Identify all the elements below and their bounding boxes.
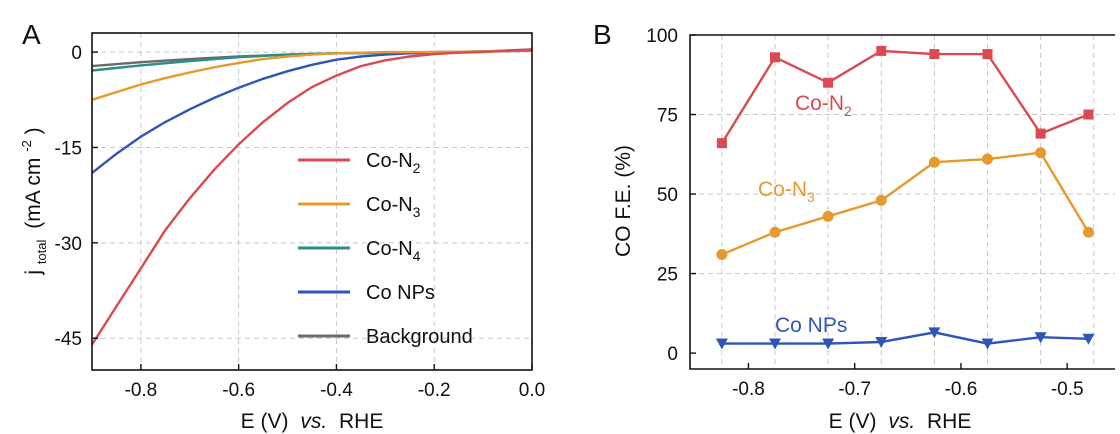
panel-a-x-tick-label: -0.2: [418, 380, 451, 401]
panel-a-x-ticks: -0.8 -0.6 -0.4 -0.2 0.0: [125, 364, 545, 401]
panel-a-legend: Co-N2 Co-N3 Co-N4 Co NPs Background: [298, 150, 473, 348]
panel-a-x-tick-label: -0.6: [222, 380, 255, 401]
panel-b-x-tick-label: -0.7: [838, 379, 871, 400]
panel-b-point-co-n3: [769, 226, 781, 238]
panel-b-series-label: Co NPs: [775, 314, 847, 337]
panel-b-y-ticks: 0 25 50 75 100: [646, 26, 696, 365]
panel-b-series-label: Co-N3: [758, 178, 815, 205]
panel-b-y-axis-label: CO F.E. (%): [612, 145, 635, 257]
panel-a-label: A: [22, 19, 41, 50]
panel-b-point-co-nps: [981, 338, 994, 350]
panel-b-point-co-nps: [1034, 332, 1047, 344]
panel-a-x-tick-label: -0.4: [320, 380, 353, 401]
panel-b-label: B: [593, 19, 612, 50]
panel-b-grid: [690, 35, 1115, 369]
panel-a-grid: [92, 33, 532, 370]
panel-b-frame: [689, 34, 1115, 370]
panel-b-x-axis-label: E (V) vs. RHE: [829, 410, 972, 433]
panel-b-point-co-n3: [982, 153, 993, 165]
panel-a-frame: [91, 32, 533, 371]
panel-a-ylabel-sub: total: [34, 239, 49, 264]
panel-b-y-tick-label: 0: [667, 344, 678, 365]
panel-b-x-tick-label: -0.5: [1051, 379, 1084, 400]
panel-a-xlabel-main: E (V): [241, 410, 289, 433]
panel-a-y-tick-label: 0: [71, 43, 82, 64]
panel-b-point-co-n3: [1035, 147, 1047, 159]
panel-b-series-line-co-nps: [721, 331, 1089, 345]
panel-a-x-tick-label: -0.8: [125, 380, 158, 401]
panel-a-y-tick-label: -15: [55, 138, 82, 159]
panel-a-series-line-co-nps: [91, 48, 533, 174]
panel-a-ylabel-j: j: [22, 270, 45, 276]
panel-b: B -0.8 -0.7 -0.6 -0.5 0 25 50 75 100 E (V) vs. …: [593, 19, 1115, 433]
panel-a: A -0.8 -0.6 -0.4 -0.2 0.0 0 -15 -30 -45 E (V) v…: [13, 19, 545, 433]
panel-b-series-line-co-n3: [721, 151, 1090, 256]
panel-b-point-co-n2: [823, 77, 834, 88]
panel-a-ylabel-exp: -2: [19, 140, 34, 152]
panel-b-xlabel-tail: RHE: [927, 410, 971, 433]
panel-a-y-axis-label: j total (mA cm -2 ): [13, 127, 51, 275]
panel-a-legend-label: Co NPs: [366, 282, 435, 304]
panel-b-y-tick-label: 25: [657, 265, 678, 286]
panel-b-series-line-co-n2: [720, 49, 1089, 144]
panel-b-y-tick-label: 50: [657, 185, 678, 206]
panel-b-point-co-n2: [1083, 109, 1094, 120]
panel-a-legend-label: Co-N4: [366, 238, 421, 264]
panel-b-xlabel-main: E (V): [829, 410, 877, 433]
panel-b-point-co-n2: [770, 52, 780, 63]
panel-a-legend-label: Co-N3: [366, 194, 421, 220]
panel-b-x-tick-label: -0.6: [945, 379, 978, 400]
panel-b-y-tick-label: 100: [646, 26, 678, 47]
panel-b-point-co-nps: [1082, 333, 1095, 345]
panel-b-y-tick-label: 75: [657, 106, 678, 127]
panel-a-series-line-co-n2: [90, 48, 533, 346]
panel-a-y-tick-label: -45: [55, 329, 82, 350]
panel-a-xlabel-tail: RHE: [339, 410, 383, 433]
panel-b-point-co-nps: [715, 338, 728, 350]
panel-a-series: [90, 48, 533, 346]
panel-a-ylabel-close: ): [22, 127, 45, 134]
panel-b-xlabel-vs: vs.: [888, 410, 915, 433]
panel-a-xlabel-vs: vs.: [300, 410, 327, 433]
panel-b-point-co-n3: [928, 156, 940, 168]
panel-a-y-ticks: 0 -15 -30 -45: [55, 43, 98, 350]
panel-b-series: [715, 45, 1095, 350]
panel-b-point-co-nps: [928, 327, 941, 339]
panel-b-point-co-nps: [769, 338, 781, 350]
panel-b-point-co-n2: [876, 45, 887, 56]
panel-b-point-co-n3: [716, 248, 728, 260]
panel-a-legend-label: Co-N2: [366, 150, 421, 176]
panel-a-series-line-co-n3: [91, 49, 533, 101]
panel-b-point-co-n3: [875, 194, 887, 206]
panel-b-point-co-n2: [716, 138, 727, 149]
panel-b-series-label: Co-N2: [795, 92, 852, 119]
panel-b-point-co-n2: [1035, 128, 1046, 139]
panel-a-x-tick-label: 0.0: [519, 380, 545, 401]
panel-a-x-axis-label: E (V) vs. RHE: [241, 410, 384, 433]
panel-b-point-co-n2: [929, 49, 940, 60]
panel-b-x-ticks: -0.8 -0.7 -0.6 -0.5: [732, 363, 1084, 400]
panel-a-legend-label: Background: [366, 326, 473, 348]
panel-b-point-co-n3: [1082, 226, 1094, 238]
panel-b-point-co-n3: [822, 210, 834, 222]
panel-b-x-tick-label: -0.8: [732, 379, 765, 400]
panel-b-point-co-nps: [822, 338, 835, 350]
panel-b-series-labels: Co-N2 Co-N3 Co NPs: [758, 92, 852, 337]
panel-a-y-tick-label: -30: [55, 234, 82, 255]
panel-a-ylabel-units: (mA cm: [22, 158, 45, 229]
panel-b-point-co-nps: [875, 336, 888, 348]
panel-b-point-co-n2: [982, 49, 993, 60]
